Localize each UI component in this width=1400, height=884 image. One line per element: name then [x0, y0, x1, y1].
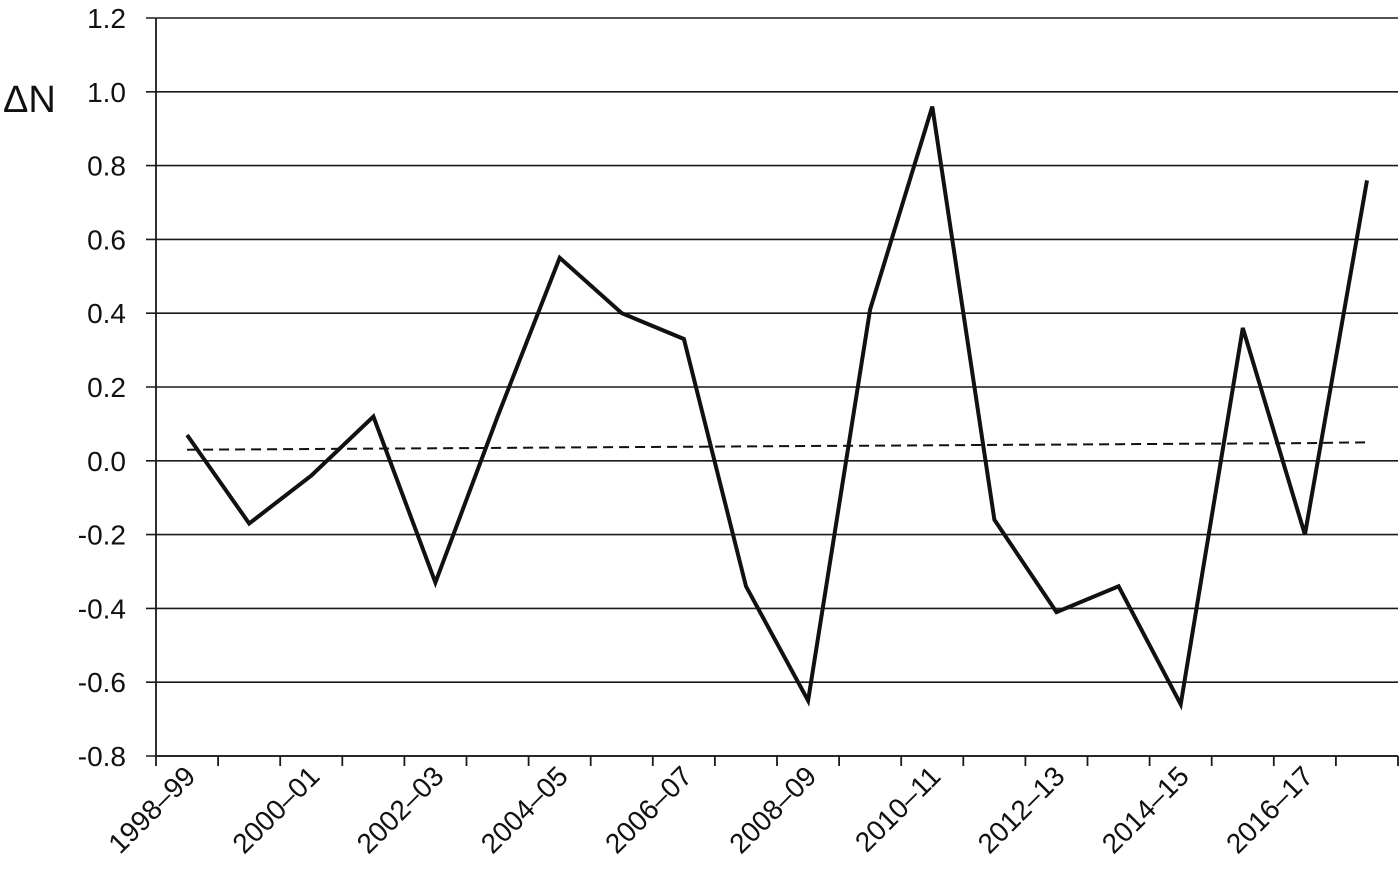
x-tick-label: 2002–03 — [351, 760, 450, 859]
y-tick-label: 0.6 — [87, 224, 126, 255]
x-tick-label: 2000–01 — [226, 760, 325, 859]
y-tick-label: -0.4 — [78, 593, 126, 624]
trend-line — [187, 441, 1368, 451]
y-tick-label: -0.6 — [78, 667, 126, 698]
x-tick-label: 2006–07 — [599, 760, 698, 859]
y-tick-label: 0.2 — [87, 372, 126, 403]
series-line — [185, 106, 1369, 711]
axes — [155, 18, 1399, 766]
y-tick-label: 0.0 — [87, 446, 126, 477]
y-tick-label: -0.2 — [78, 520, 126, 551]
x-tick-label: 1998–99 — [102, 760, 201, 859]
x-tick-label: 2008–09 — [723, 760, 822, 859]
y-tick-labels: -0.8 -0.6 -0.4 -0.2 0.0 0.2 0.4 0.6 0.8 1.0 1.2 — [78, 3, 126, 772]
x-tick-label: 2004–05 — [475, 760, 574, 859]
series-layer — [185, 106, 1369, 711]
x-tick-labels: 1998–99 2000–01 2002–03 2004–05 2006–07 2008–… — [102, 760, 1319, 859]
x-tick-label: 2010–11 — [849, 760, 947, 858]
x-tick-label: 2014–15 — [1096, 760, 1195, 859]
grid-lines — [146, 17, 1398, 757]
y-tick-label: -0.8 — [78, 741, 126, 772]
x-tick-label: 2012–13 — [972, 760, 1071, 859]
y-tick-label: 1.0 — [87, 77, 126, 108]
y-tick-label: 0.4 — [87, 298, 126, 329]
y-tick-label: 1.2 — [87, 3, 126, 34]
x-tick-label: 2016–17 — [1220, 760, 1319, 859]
y-axis-label: ΔN — [3, 79, 56, 121]
y-tick-label: 0.8 — [87, 151, 126, 182]
